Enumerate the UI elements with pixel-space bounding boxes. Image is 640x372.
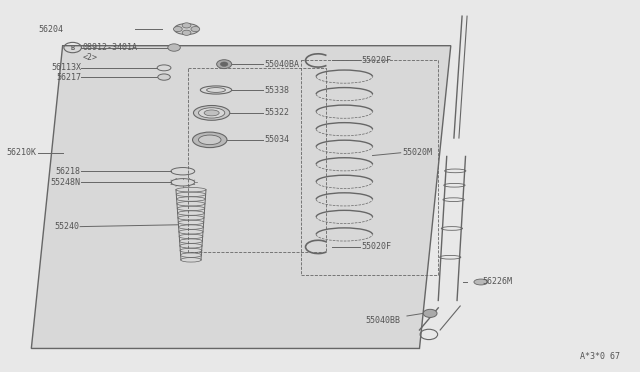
Text: 08912-3401A: 08912-3401A [83,43,138,52]
Ellipse shape [193,132,227,148]
Circle shape [182,23,191,28]
Text: 55034: 55034 [264,135,289,144]
Ellipse shape [193,106,230,120]
Ellipse shape [474,279,488,285]
Circle shape [191,26,200,32]
Ellipse shape [204,110,219,116]
Text: 56217: 56217 [56,73,81,81]
Text: 56226M: 56226M [482,278,512,286]
Polygon shape [31,46,451,349]
Text: 56218: 56218 [55,167,80,176]
Circle shape [182,30,191,35]
Text: <2>: <2> [83,53,98,62]
Text: 55248N: 55248N [50,178,80,187]
Text: 55040BA: 55040BA [264,60,300,69]
Circle shape [220,62,228,66]
Text: 56204: 56204 [39,25,64,33]
Text: 55020F: 55020F [361,243,391,251]
Ellipse shape [174,23,199,35]
Text: 55040BB: 55040BB [365,316,401,325]
Text: A*3*0 67: A*3*0 67 [580,352,620,361]
Text: 56113X: 56113X [51,63,81,72]
Ellipse shape [158,74,170,80]
Circle shape [423,310,437,317]
Ellipse shape [198,135,221,145]
Text: 55240: 55240 [54,222,79,231]
Circle shape [216,60,232,68]
Circle shape [173,26,182,32]
Circle shape [168,44,180,51]
Text: 56210K: 56210K [6,148,36,157]
Text: 55338: 55338 [264,86,289,94]
Text: 55020M: 55020M [402,148,432,157]
Text: 55322: 55322 [264,108,289,118]
Ellipse shape [198,108,225,118]
Text: 55020F: 55020F [361,56,391,65]
Text: B: B [70,45,75,51]
